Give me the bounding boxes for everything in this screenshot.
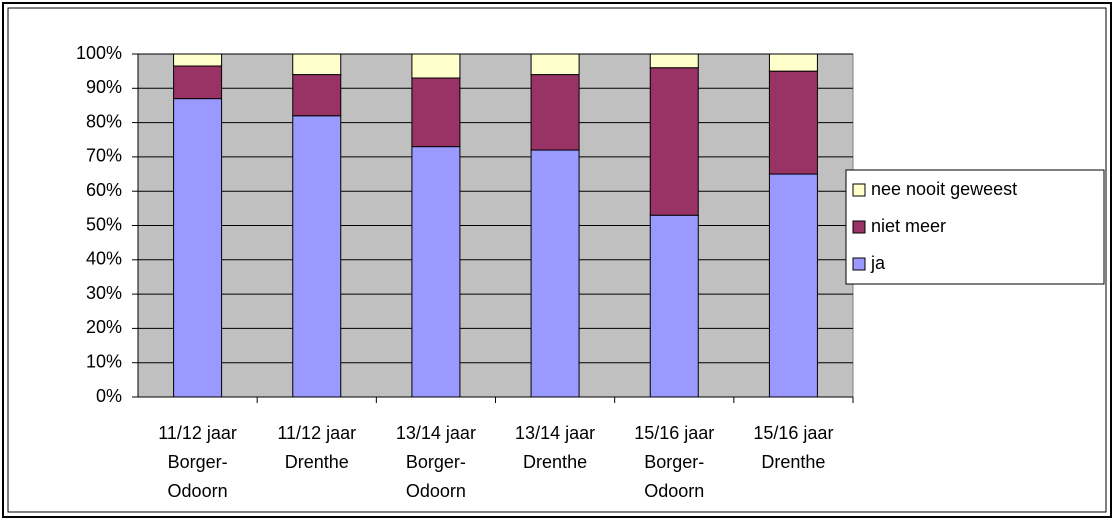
bar-segment <box>649 214 699 398</box>
y-tick-label: 30% <box>86 283 122 303</box>
x-tick-label: 11/12 jaar <box>277 423 356 443</box>
y-tick-label: 100% <box>76 43 122 63</box>
y-tick-label: 60% <box>86 180 122 200</box>
bar-segment <box>411 146 461 398</box>
legend <box>845 169 1105 285</box>
x-tick-label: 13/14 jaar <box>515 423 595 443</box>
y-tick-label: 20% <box>86 317 122 337</box>
y-tick-label: 0% <box>96 386 122 406</box>
legend-label: nee nooit geweest <box>871 179 1017 199</box>
x-tick-label: Borger- <box>644 452 704 472</box>
legend-label: ja <box>870 253 886 273</box>
x-tick-label: 13/14 jaar <box>396 423 476 443</box>
x-tick-label: Odoorn <box>644 481 704 501</box>
y-tick-label: 80% <box>86 111 122 131</box>
bar-segment <box>649 53 699 69</box>
y-tick-label: 50% <box>86 214 122 234</box>
y-tick-label: 10% <box>86 351 122 371</box>
x-tick-label: Drenthe <box>523 452 587 472</box>
bar-segment <box>411 53 461 79</box>
legend-label: niet meer <box>871 216 946 236</box>
bar-segment <box>649 67 699 216</box>
legend-swatch <box>852 220 866 234</box>
x-tick-label: Borger- <box>406 452 466 472</box>
y-tick-label: 90% <box>86 77 122 97</box>
x-tick-label: 11/12 jaar <box>158 423 237 443</box>
x-tick-label: 15/16 jaar <box>634 423 714 443</box>
bar-segment <box>530 53 580 76</box>
x-tick-label: Drenthe <box>285 452 349 472</box>
bar-segment <box>292 74 342 117</box>
bar-segment <box>530 149 580 398</box>
x-tick-label: Drenthe <box>761 452 825 472</box>
bar-segment <box>768 70 818 175</box>
bar-segment <box>768 53 818 72</box>
bar-segment <box>173 98 223 398</box>
legend-swatch <box>852 257 866 271</box>
bar-segment <box>411 77 461 148</box>
bar-segment <box>768 173 818 398</box>
y-tick-label: 40% <box>86 249 122 269</box>
inner-frame <box>7 7 1107 513</box>
x-tick-label: Odoorn <box>168 481 228 501</box>
x-tick-label: Odoorn <box>406 481 466 501</box>
x-tick-label: Borger- <box>168 452 228 472</box>
bar-segment <box>292 115 342 398</box>
legend-swatch <box>852 183 866 197</box>
bar-segment <box>292 53 342 76</box>
bar-segment <box>173 53 223 67</box>
x-tick-label: 15/16 jaar <box>753 423 833 443</box>
y-tick-label: 70% <box>86 146 122 166</box>
bar-segment <box>173 65 223 100</box>
bar-segment <box>530 74 580 151</box>
